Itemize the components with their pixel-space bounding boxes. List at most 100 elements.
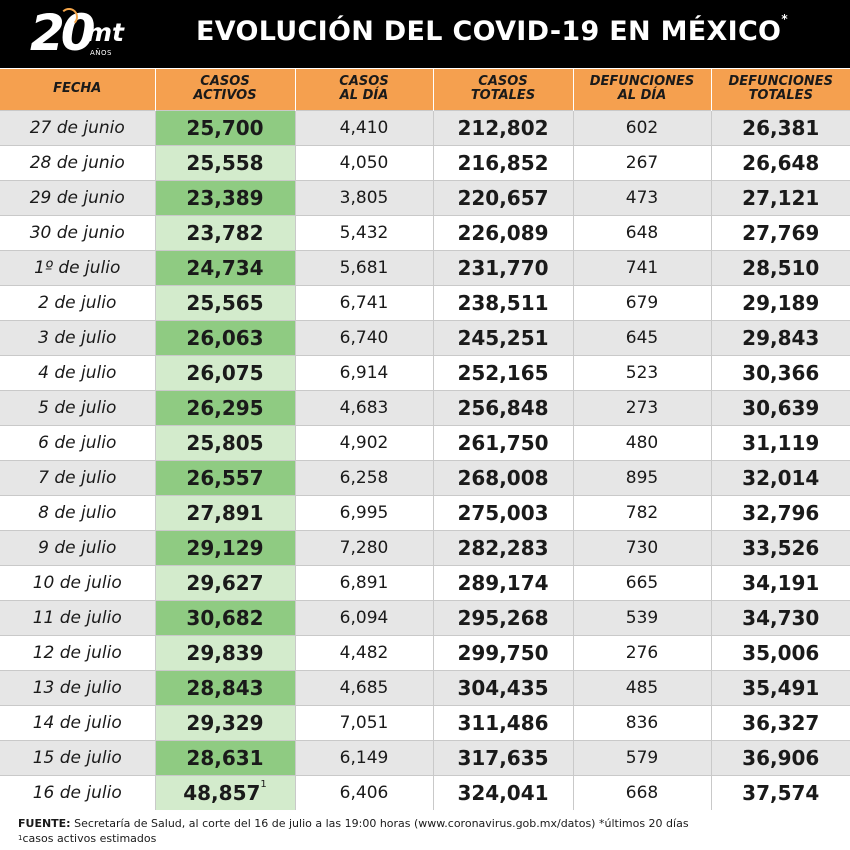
total-cases-cell: 304,435 <box>432 669 573 705</box>
daily-deaths-cell: 665 <box>572 564 711 600</box>
daily-deaths-cell-value: 485 <box>625 677 659 698</box>
daily-deaths-cell: 648 <box>572 214 711 250</box>
total-deaths-cell: 32,014 <box>710 459 850 495</box>
active-cases-cell: 27,891 <box>154 494 295 530</box>
date-cell-value: 5 de julio <box>38 397 117 418</box>
active-cases-cell: 25,700 <box>154 109 295 145</box>
column-header-defunciones-al-dia: DEFUNCIONES AL DÍA <box>572 69 711 110</box>
active-cases-cell: 29,627 <box>154 564 295 600</box>
total-deaths-cell: 26,381 <box>710 109 850 145</box>
total-cases-cell-value: 261,750 <box>457 430 549 455</box>
daily-deaths-cell-value: 730 <box>625 537 659 558</box>
active-cases-cell: 29,329 <box>154 704 295 740</box>
daily-cases-cell-value: 6,740 <box>339 327 389 348</box>
footnote-mark: 1 <box>260 778 267 790</box>
column-header-line: DEFUNCIONES <box>589 74 695 90</box>
total-cases-cell: 220,657 <box>432 179 573 215</box>
date-cell-value: 6 de julio <box>38 432 117 453</box>
total-cases-cell-value: 299,750 <box>457 640 549 665</box>
date-cell: 16 de julio <box>0 774 155 810</box>
total-deaths-cell-value: 27,121 <box>742 185 820 210</box>
note-mark: 1 <box>18 834 23 842</box>
total-deaths-cell: 36,906 <box>710 739 850 775</box>
table-body: 27 de junio 25,700 4,410 212,802 602 26,381 28… <box>0 109 850 810</box>
logo-brand: mt <box>86 18 125 47</box>
total-deaths-cell-value: 31,119 <box>742 430 820 455</box>
daily-cases-cell-value: 4,902 <box>339 432 389 453</box>
total-cases-cell-value: 212,802 <box>457 115 549 140</box>
active-cases-cell: 25,558 <box>154 144 295 180</box>
total-cases-cell: 282,283 <box>432 529 573 565</box>
total-deaths-cell-value: 27,769 <box>742 220 820 245</box>
daily-deaths-cell: 645 <box>572 319 711 355</box>
active-cases-cell-value: 26,557 <box>186 465 264 490</box>
daily-deaths-cell-value: 523 <box>625 362 659 383</box>
active-cases-cell: 24,734 <box>154 249 295 285</box>
daily-cases-cell: 6,406 <box>294 774 433 810</box>
date-cell: 14 de julio <box>0 704 155 740</box>
active-cases-cell-value: 27,891 <box>186 500 264 525</box>
table-row: 16 de julio 48,8571 6,406 324,041 668 37,574 <box>0 774 850 810</box>
date-cell-value: 8 de julio <box>38 502 117 523</box>
daily-deaths-cell: 836 <box>572 704 711 740</box>
daily-deaths-cell-value: 895 <box>625 467 659 488</box>
date-cell: 8 de julio <box>0 494 155 530</box>
active-cases-cell-value: 29,329 <box>186 710 264 735</box>
column-header-casos-activos: CASOS ACTIVOS <box>154 69 295 110</box>
date-cell: 10 de julio <box>0 564 155 600</box>
daily-cases-cell-value: 5,432 <box>339 222 389 243</box>
table-row: 5 de julio 26,295 4,683 256,848 273 30,639 <box>0 389 850 425</box>
daily-deaths-cell: 602 <box>572 109 711 145</box>
table-row: 14 de julio 29,329 7,051 311,486 836 36,327 <box>0 704 850 740</box>
active-cases-cell-value: 29,627 <box>186 570 264 595</box>
total-cases-cell-value: 275,003 <box>457 500 549 525</box>
total-cases-cell-value: 324,041 <box>457 780 549 805</box>
total-cases-cell-value: 226,089 <box>457 220 549 245</box>
date-cell: 11 de julio <box>0 599 155 635</box>
daily-cases-cell: 6,995 <box>294 494 433 530</box>
total-deaths-cell-value: 30,639 <box>742 395 820 420</box>
table-row: 6 de julio 25,805 4,902 261,750 480 31,119 <box>0 424 850 460</box>
daily-cases-cell-value: 7,051 <box>339 712 389 733</box>
header-bar: 20 mt AÑOS EVOLUCIÓN DEL COVID-19 EN MÉX… <box>0 0 850 68</box>
active-cases-cell-value: 25,805 <box>186 430 264 455</box>
total-deaths-cell: 33,526 <box>710 529 850 565</box>
table-row: 1º de julio 24,734 5,681 231,770 741 28,510 <box>0 249 850 285</box>
daily-deaths-cell-value: 473 <box>625 187 659 208</box>
active-cases-cell-value: 30,682 <box>186 605 264 630</box>
column-header-line: AL DÍA <box>339 88 389 104</box>
daily-cases-cell-value: 6,094 <box>339 607 389 628</box>
daily-cases-cell-value: 6,258 <box>339 467 389 488</box>
date-cell: 13 de julio <box>0 669 155 705</box>
active-cases-cell-value: 26,063 <box>186 325 264 350</box>
daily-cases-cell: 6,094 <box>294 599 433 635</box>
logo-arc-icon <box>60 8 78 26</box>
daily-cases-cell: 5,681 <box>294 249 433 285</box>
column-header-line: ACTIVOS <box>193 88 257 104</box>
daily-cases-cell-value: 6,914 <box>339 362 389 383</box>
total-deaths-cell-value: 35,006 <box>742 640 820 665</box>
active-cases-cell-value: 29,129 <box>186 535 264 560</box>
total-cases-cell: 261,750 <box>432 424 573 460</box>
active-cases-cell: 23,782 <box>154 214 295 250</box>
table-row: 13 de julio 28,843 4,685 304,435 485 35,491 <box>0 669 850 705</box>
date-cell: 28 de junio <box>0 144 155 180</box>
table-row: 27 de junio 25,700 4,410 212,802 602 26,381 <box>0 109 850 145</box>
active-cases-cell: 26,557 <box>154 459 295 495</box>
daily-cases-cell: 5,432 <box>294 214 433 250</box>
daily-deaths-cell: 741 <box>572 249 711 285</box>
active-cases-cell: 48,8571 <box>154 774 295 810</box>
total-cases-cell: 216,852 <box>432 144 573 180</box>
total-deaths-cell: 30,366 <box>710 354 850 390</box>
active-cases-cell-value: 23,389 <box>186 185 264 210</box>
total-cases-cell: 238,511 <box>432 284 573 320</box>
date-cell: 4 de julio <box>0 354 155 390</box>
date-cell-value: 4 de julio <box>38 362 117 383</box>
column-header-line: CASOS <box>200 74 250 90</box>
daily-cases-cell-value: 6,406 <box>339 782 389 803</box>
daily-cases-cell: 6,740 <box>294 319 433 355</box>
total-cases-cell: 256,848 <box>432 389 573 425</box>
active-cases-cell-value: 29,839 <box>186 640 264 665</box>
total-cases-cell: 212,802 <box>432 109 573 145</box>
daily-deaths-cell-value: 579 <box>625 747 659 768</box>
